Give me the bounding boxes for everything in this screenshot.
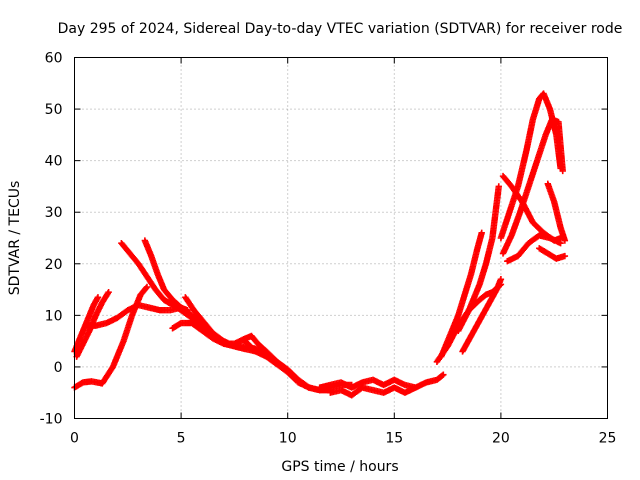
data-point [412, 384, 419, 391]
series-arc-13 [438, 229, 485, 360]
data-point [559, 167, 566, 175]
series-arc-16 [497, 90, 564, 242]
series-arc-11 [327, 384, 419, 399]
series-arc-7 [169, 319, 313, 391]
data-point [495, 183, 502, 190]
axis-ticks [74, 57, 608, 419]
data-point [440, 371, 447, 378]
data-point [142, 284, 150, 292]
plot-frame [74, 57, 608, 419]
y-tick-label: -10 [40, 412, 63, 428]
data-point [497, 276, 505, 283]
data-point [478, 229, 485, 237]
series-arc-20 [536, 245, 569, 262]
series-arc-21 [544, 180, 569, 244]
y-tick-label: 30 [45, 205, 63, 221]
series-arc-19 [504, 232, 564, 265]
y-tick-label: 10 [45, 308, 63, 324]
data-point [561, 237, 569, 244]
data-point [94, 294, 102, 301]
grid-lines [74, 57, 608, 419]
x-tick-label: 25 [599, 431, 617, 447]
data-point [439, 372, 446, 379]
data-point [143, 283, 151, 291]
series-arc-15 [459, 276, 505, 355]
x-tick-label: 10 [279, 431, 297, 447]
x-tick-label: 15 [385, 431, 403, 447]
y-tick-label: 0 [54, 360, 63, 376]
y-tick-labels: -10 0 10 20 30 40 50 60 [40, 51, 63, 428]
x-tick-label: 20 [492, 431, 510, 447]
x-tick-labels: 0 5 10 15 20 25 [70, 431, 616, 447]
chart-title: Day 295 of 2024, Sidereal Day-to-day VTE… [58, 21, 623, 37]
y-tick-label: 40 [45, 154, 63, 170]
series-arc-1 [71, 283, 151, 391]
y-axis-label: SDTVAR / TECUs [7, 181, 23, 296]
y-tick-label: 20 [45, 257, 63, 273]
data-point [561, 252, 569, 260]
series-arc-4 [84, 301, 191, 329]
data-points [71, 90, 569, 399]
x-tick-label: 0 [70, 431, 79, 447]
series-arc-17 [499, 116, 566, 257]
x-tick-label: 5 [177, 431, 186, 447]
x-axis-label: GPS time / hours [281, 459, 398, 475]
series-arc-14 [455, 183, 502, 335]
y-tick-label: 60 [45, 51, 63, 67]
y-tick-label: 50 [45, 102, 63, 118]
data-point [105, 288, 112, 296]
data-point [557, 239, 564, 247]
